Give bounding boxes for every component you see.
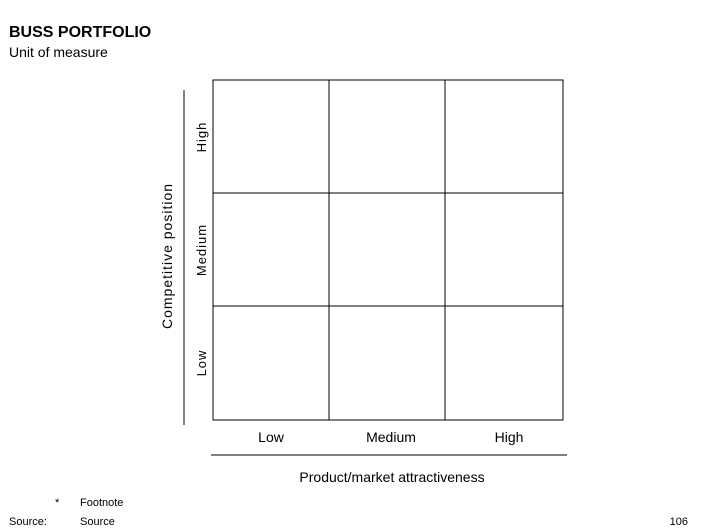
footnote-text: Footnote (80, 497, 123, 509)
footnote-marker: * (55, 497, 60, 509)
y-label: Low (194, 350, 209, 377)
x-axis-title: Product/market attractiveness (299, 469, 484, 485)
x-label: High (495, 429, 524, 445)
matrix-border (212, 79, 564, 421)
y-label: Medium (194, 224, 209, 276)
source-text: Source (80, 516, 115, 528)
y-axis-title: Competitive position (159, 183, 175, 329)
y-label: High (194, 122, 209, 153)
matrix-grid (212, 79, 564, 421)
source-label: Source: (9, 516, 47, 528)
subtitle: Unit of measure (9, 44, 108, 60)
x-label: Medium (366, 429, 416, 445)
x-label: Low (258, 429, 285, 445)
title: BUSS PORTFOLIO (9, 24, 151, 41)
page-number: 106 (670, 516, 688, 528)
